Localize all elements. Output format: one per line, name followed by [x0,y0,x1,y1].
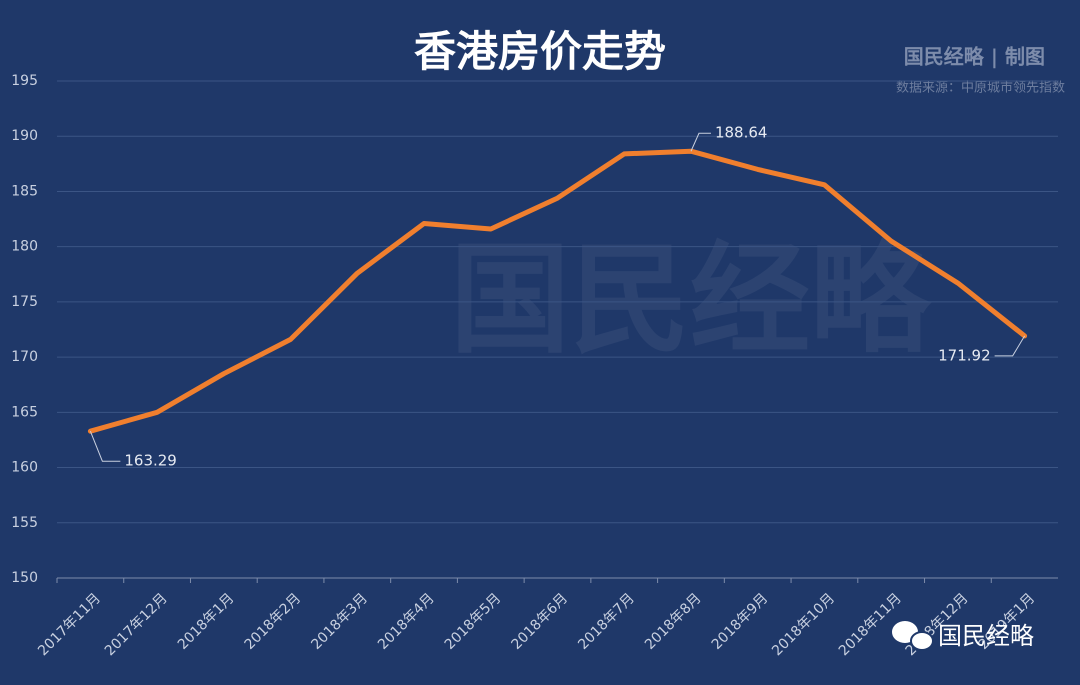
watermark: 国民经略 [450,229,932,370]
y-tick-label: 150 [11,570,38,586]
leader-line [690,132,711,152]
y-tick-label: 190 [11,128,38,144]
logo-bubble [910,631,934,651]
data-label: 163.29 [124,452,177,470]
data-label: 171.92 [938,346,991,364]
line [87,148,1028,434]
y-tick-label: 180 [11,239,38,255]
y-tick-label: 175 [11,294,38,310]
y-tick-label: 165 [11,404,38,420]
data-label: 188.64 [715,124,768,142]
y-tick-label: 195 [11,73,38,89]
credit: 国民经略 | 制图 [904,45,1045,69]
source: 数据来源：中原城市领先指数 [896,80,1065,96]
y-tick-label: 155 [11,515,38,531]
y-tick-label: 185 [11,183,38,199]
y-tick-label: 170 [11,349,38,365]
leader-line [994,335,1026,357]
logo-text: 国民经略 [938,622,1034,650]
chart-title: 香港房价走势 [414,27,666,76]
leader-line [89,431,121,462]
logo: 国民经略 [892,621,1034,651]
y-tick-label: 160 [11,460,38,476]
